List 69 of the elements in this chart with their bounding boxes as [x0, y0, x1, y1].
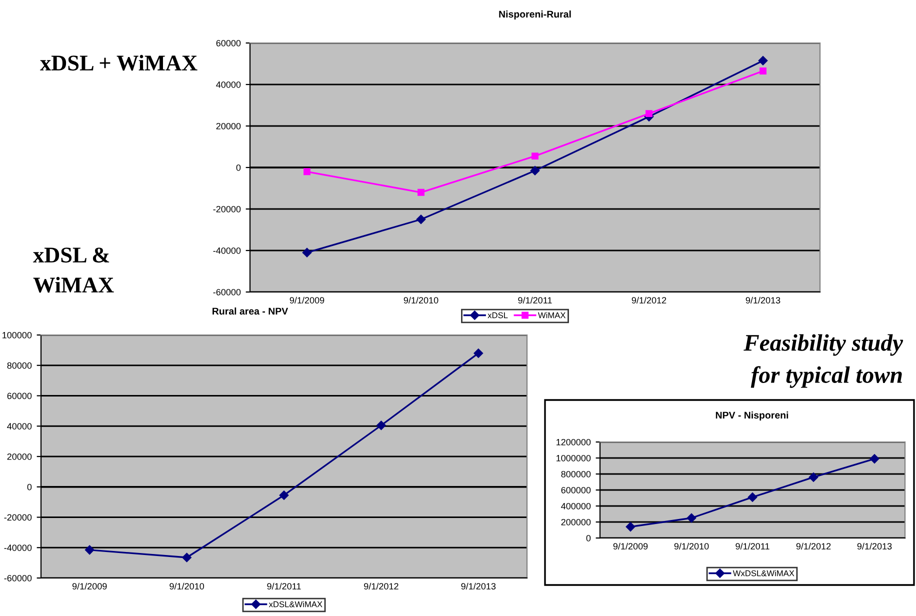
point: [302, 248, 312, 258]
y-tick-label: -20000: [4, 514, 32, 521]
y-tick-label: -60000: [4, 574, 32, 582]
point: [532, 152, 538, 160]
point: [182, 552, 192, 562]
point: [870, 454, 880, 464]
x-tick-label: 9/1/2010: [170, 582, 204, 590]
y-tick-label: 60000: [7, 392, 32, 400]
text: WiMAX: [33, 276, 114, 293]
chart-title: NPV - Nisporeni: [716, 411, 788, 421]
point: [416, 214, 426, 224]
y-tick-label: 1000000: [556, 454, 591, 462]
chart-title: Rural area - NPV: [212, 307, 288, 315]
y-tick-label: 60000: [216, 40, 241, 46]
point: [758, 56, 768, 66]
point: [279, 490, 289, 500]
point: [376, 420, 386, 430]
y-tick-label: 100000: [2, 332, 32, 338]
y-tick-label: -40000: [4, 544, 32, 551]
point: [84, 545, 94, 555]
chart-title: Nisporeni-Rural: [499, 10, 571, 20]
y-tick-label: -60000: [213, 288, 241, 296]
text: xDSL + WiMAX: [40, 54, 198, 71]
y-tick-label: 40000: [7, 423, 32, 430]
y-tick-label: 0: [586, 534, 591, 542]
legend-label: xDSL: [488, 312, 508, 318]
x-tick-label: 9/1/2011: [736, 542, 770, 550]
x-tick-label: 9/1/2013: [746, 296, 780, 304]
x-tick-label: 9/1/2009: [290, 296, 324, 304]
x-tick-label: 9/1/2009: [72, 582, 107, 590]
x-tick-label: 9/1/2009: [613, 542, 648, 550]
x-tick-label: 9/1/2011: [267, 582, 301, 590]
x-tick-label: 9/1/2012: [364, 582, 398, 590]
y-tick-label: -20000: [213, 206, 241, 212]
point: [808, 472, 818, 482]
y-tick-label: 200000: [561, 518, 591, 526]
point: [530, 166, 540, 176]
point: [748, 492, 758, 502]
x-tick-label: 9/1/2010: [404, 296, 438, 304]
y-tick-label: 80000: [7, 362, 32, 369]
point: [418, 188, 424, 196]
x-tick-label: 9/1/2013: [857, 542, 892, 550]
point: [646, 110, 652, 118]
y-tick-label: 0: [27, 484, 32, 490]
point: [760, 68, 766, 74]
text: for typical town: [750, 366, 902, 388]
y-tick-label: 800000: [561, 470, 591, 478]
x-tick-label: 9/1/2013: [461, 582, 496, 590]
text: Feasibility study: [744, 334, 904, 356]
y-tick-label: 1200000: [556, 438, 591, 446]
y-tick-label: 20000: [216, 122, 241, 130]
legend-label: WiMAX: [538, 312, 566, 318]
y-tick-label: 400000: [561, 502, 591, 510]
x-tick-label: 9/1/2010: [674, 542, 709, 550]
point: [626, 522, 636, 532]
point: [474, 348, 484, 358]
x-tick-label: 9/1/2011: [518, 296, 552, 304]
y-tick-label: 600000: [561, 486, 591, 494]
y-tick-label: -40000: [213, 247, 241, 254]
y-tick-label: 40000: [216, 81, 241, 88]
point: [304, 168, 310, 176]
point: [686, 513, 696, 523]
y-tick-label: 0: [236, 164, 241, 171]
legend-label: xDSL&WiMAX: [268, 601, 322, 608]
legend-label: WxDSL&WiMAX: [732, 570, 794, 576]
y-tick-label: 20000: [7, 453, 32, 460]
text: xDSL &: [33, 248, 110, 263]
x-tick-label: 9/1/2012: [632, 296, 666, 304]
x-tick-label: 9/1/2012: [796, 542, 831, 550]
